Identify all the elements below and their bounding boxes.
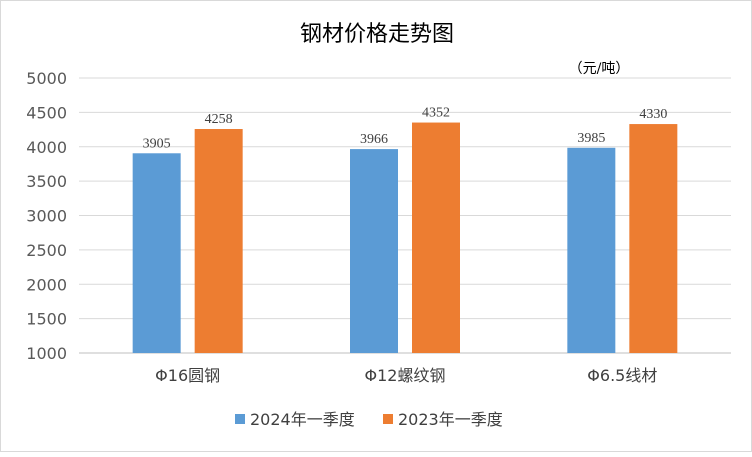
bar [132,153,181,353]
data-label: 3905 [143,136,171,151]
x-category-label: Φ12螺纹钢 [365,366,446,385]
legend-swatch [235,414,245,424]
bar [567,147,616,353]
y-tick-label: 2500 [26,241,67,260]
unit-label: （元/吨） [569,61,630,77]
y-tick-label: 2000 [26,275,67,294]
data-label: 4352 [422,106,450,121]
legend-label: 2023年一季度 [398,410,503,429]
x-axis: Φ16圆钢 Φ12螺纹钢 Φ6.5线材 [155,366,657,385]
legend: 2024年一季度 2023年一季度 [235,410,503,429]
y-axis: 1000 1500 2000 2500 3000 3500 4000 4500 5000 [26,69,67,363]
gridlines [79,77,731,354]
y-tick-label: 3500 [26,172,67,191]
data-label: 4330 [639,107,667,122]
bar [629,124,678,353]
data-label: 4258 [205,112,233,127]
legend-swatch [383,414,393,424]
y-tick-label: 5000 [26,69,67,88]
bar [350,149,398,353]
y-tick-label: 1500 [26,310,67,329]
chart-title: 钢材价格走势图 [300,22,454,47]
y-tick-label: 3000 [26,207,67,226]
data-label: 3985 [577,131,605,146]
x-category-label: Φ6.5线材 [587,366,657,385]
bars: 3905 4258 3966 4352 3985 4330 [132,106,678,353]
x-category-label: Φ16圆钢 [155,366,220,385]
y-tick-label: 4000 [26,138,67,157]
y-tick-label: 1000 [26,344,67,363]
bar [412,122,460,353]
bar [194,129,243,353]
y-tick-label: 4500 [26,103,67,122]
data-label: 3966 [360,132,388,147]
legend-label: 2024年一季度 [250,410,355,429]
